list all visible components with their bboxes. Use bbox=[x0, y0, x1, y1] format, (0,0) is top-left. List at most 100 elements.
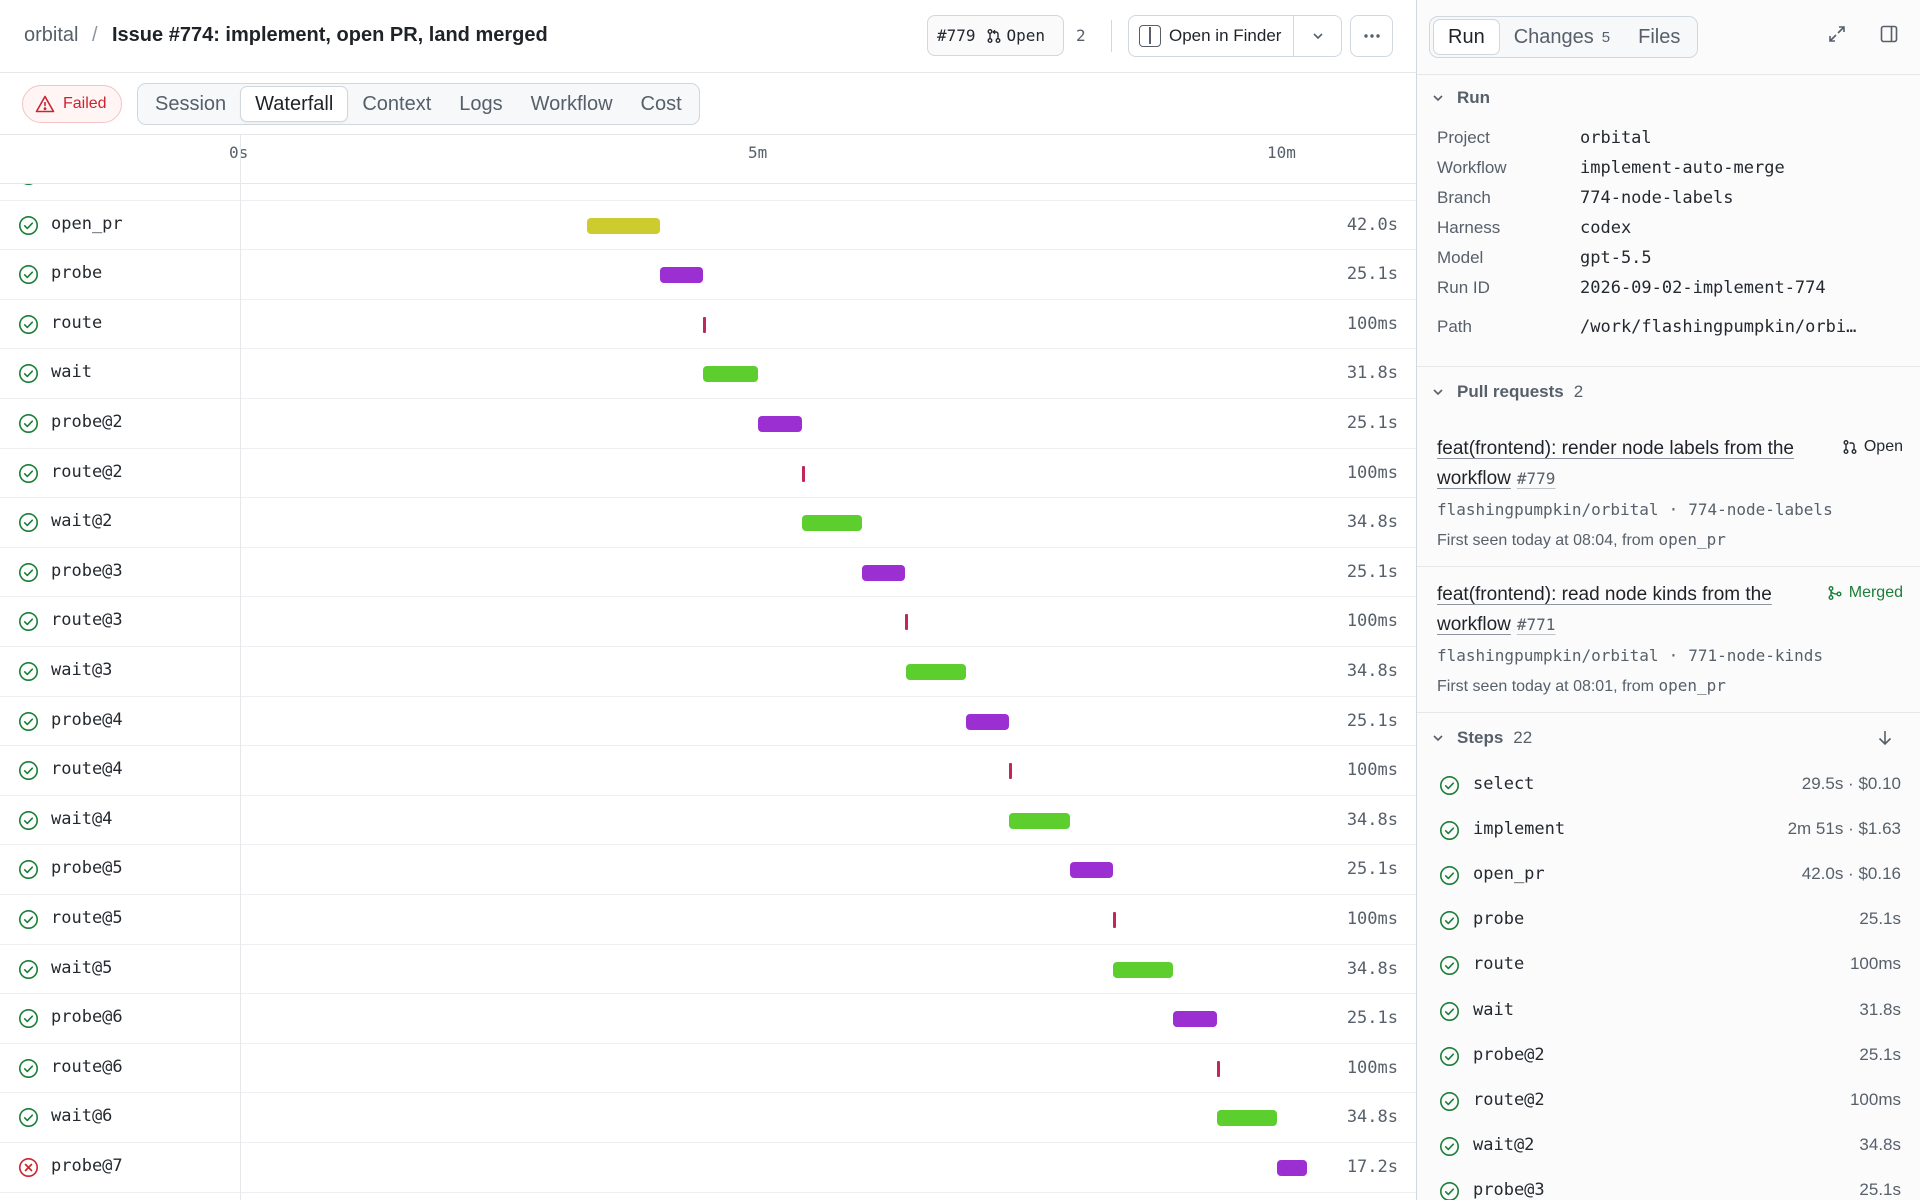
row-bar[interactable] bbox=[1009, 812, 1070, 829]
row-bar[interactable] bbox=[801, 515, 862, 532]
step-row[interactable]: probe@3 25.1s bbox=[1417, 1169, 1920, 1200]
check-circle-icon bbox=[18, 959, 39, 980]
open-in-finder-button[interactable]: Open in Finder bbox=[1129, 16, 1294, 56]
step-row[interactable]: probe 25.1s bbox=[1417, 898, 1920, 943]
pr-branch: 771-node-kinds bbox=[1688, 646, 1824, 665]
row-bar[interactable] bbox=[1112, 912, 1116, 928]
waterfall-row[interactable]: probe 25.1s bbox=[0, 250, 1416, 300]
tab-waterfall[interactable]: Waterfall bbox=[240, 86, 349, 122]
row-bar[interactable] bbox=[1216, 1060, 1220, 1077]
pr-title[interactable]: feat(frontend): read node kinds from the… bbox=[1437, 580, 1817, 640]
axis-tick: 10m bbox=[1267, 143, 1296, 162]
step-row[interactable]: route@2 100ms bbox=[1417, 1079, 1920, 1124]
collapse-panel-icon[interactable] bbox=[1879, 24, 1899, 49]
check-circle-icon bbox=[1439, 1136, 1460, 1157]
pr-number-link[interactable]: #779 bbox=[1516, 469, 1556, 488]
row-bar[interactable] bbox=[861, 564, 906, 581]
waterfall-row[interactable]: wait@4 34.8s bbox=[0, 796, 1416, 846]
waterfall-row[interactable]: probe@7 17.2s bbox=[0, 1143, 1416, 1193]
row-bar[interactable] bbox=[703, 366, 759, 383]
row-bar[interactable] bbox=[659, 267, 703, 284]
row-bar[interactable] bbox=[905, 614, 909, 631]
row-name: probe@2 bbox=[51, 412, 123, 432]
row-duration: 100ms bbox=[1346, 611, 1398, 632]
check-circle-icon bbox=[18, 1008, 39, 1029]
tab-context[interactable]: Context bbox=[362, 92, 432, 115]
row-bar[interactable] bbox=[1069, 862, 1113, 879]
pr-count[interactable]: 2 bbox=[1076, 26, 1086, 45]
waterfall-row[interactable]: route@5 100ms bbox=[0, 895, 1416, 945]
check-circle-icon bbox=[18, 909, 39, 930]
row-duration: 100ms bbox=[1346, 313, 1398, 334]
pr-state-label: Merged bbox=[1848, 584, 1903, 601]
panel-tab-label: Files bbox=[1638, 25, 1681, 48]
waterfall-row[interactable]: route@6 100ms bbox=[0, 1044, 1416, 1094]
panel-tab-changes[interactable]: Changes 5 bbox=[1500, 19, 1624, 55]
row-bar[interactable] bbox=[1173, 1011, 1217, 1028]
row-bar[interactable] bbox=[758, 416, 802, 432]
waterfall-row[interactable]: route@3 100ms bbox=[0, 597, 1416, 647]
row-duration: 34.8s bbox=[1346, 1107, 1398, 1128]
step-row[interactable]: open_pr 42.0s · $0.16 bbox=[1417, 853, 1920, 898]
run-section-header[interactable]: Run bbox=[1431, 88, 1490, 108]
status-badge: Failed bbox=[22, 85, 122, 123]
pr-title[interactable]: feat(frontend): render node labels from … bbox=[1437, 434, 1817, 494]
waterfall-row[interactable]: probe@6 25.1s bbox=[0, 994, 1416, 1044]
waterfall-row[interactable]: route@4 100ms bbox=[0, 746, 1416, 796]
more-options-button[interactable] bbox=[1350, 15, 1393, 57]
check-circle-icon bbox=[18, 1107, 39, 1128]
row-duration: 100ms bbox=[1346, 760, 1398, 781]
steps-section-header[interactable]: Steps 22 bbox=[1431, 728, 1532, 748]
check-circle-icon bbox=[18, 264, 39, 285]
waterfall-row[interactable]: probe@5 25.1s bbox=[0, 845, 1416, 895]
run-field-key: Project bbox=[1437, 128, 1490, 147]
waterfall-row[interactable]: probe@4 25.1s bbox=[0, 697, 1416, 747]
waterfall-row[interactable]: wait@6 34.8s bbox=[0, 1093, 1416, 1143]
step-row[interactable]: probe@2 25.1s bbox=[1417, 1034, 1920, 1079]
pr-seen-step: open_pr bbox=[1658, 676, 1726, 695]
step-row[interactable]: wait@2 34.8s bbox=[1417, 1124, 1920, 1169]
waterfall-row[interactable]: wait 31.8s bbox=[0, 349, 1416, 399]
waterfall-row[interactable]: wait@3 34.8s bbox=[0, 647, 1416, 697]
scroll-to-bottom-icon[interactable] bbox=[1875, 728, 1895, 753]
step-row[interactable]: select 29.5s · $0.10 bbox=[1417, 763, 1920, 808]
pr-status-pill[interactable]: #779 Open bbox=[927, 15, 1064, 56]
row-bar[interactable] bbox=[586, 217, 660, 234]
breadcrumb-project[interactable]: orbital bbox=[24, 24, 79, 46]
tab-workflow[interactable]: Workflow bbox=[530, 92, 613, 115]
pull-requests-section-header[interactable]: Pull requests 2 bbox=[1431, 382, 1583, 402]
waterfall-row[interactable]: wait@5 34.8s bbox=[0, 945, 1416, 995]
run-field-value: 2026-09-02-implement-774 bbox=[1580, 278, 1826, 298]
expand-icon[interactable] bbox=[1827, 24, 1847, 49]
axis-tick: 5m bbox=[748, 143, 768, 162]
waterfall-row[interactable]: route 100ms bbox=[0, 300, 1416, 350]
row-bar[interactable] bbox=[1009, 763, 1013, 780]
waterfall-row[interactable]: route@2 100ms bbox=[0, 449, 1416, 499]
row-bar[interactable] bbox=[801, 465, 805, 482]
pull-requests-count: 2 bbox=[1573, 382, 1584, 401]
panel-tab-run[interactable]: Run bbox=[1433, 19, 1500, 55]
panel-tab-files[interactable]: Files bbox=[1624, 19, 1694, 55]
row-bar[interactable] bbox=[702, 316, 706, 333]
waterfall-row[interactable]: wait@2 34.8s bbox=[0, 498, 1416, 548]
open-in-dropdown-button[interactable] bbox=[1294, 16, 1341, 56]
row-bar[interactable] bbox=[1113, 961, 1174, 978]
step-row[interactable]: wait 31.8s bbox=[1417, 989, 1920, 1034]
step-row[interactable]: implement 2m 51s · $1.63 bbox=[1417, 808, 1920, 853]
tab-cost[interactable]: Cost bbox=[640, 92, 682, 115]
waterfall-row[interactable]: open_pr 42.0s bbox=[0, 201, 1416, 251]
pr-number-link[interactable]: #771 bbox=[1516, 615, 1556, 634]
row-bar[interactable] bbox=[1216, 1110, 1278, 1127]
breadcrumb-separator: / bbox=[92, 24, 98, 46]
row-bar[interactable] bbox=[905, 664, 966, 680]
tab-session[interactable]: Session bbox=[155, 92, 227, 115]
waterfall-row[interactable]: probe@3 25.1s bbox=[0, 548, 1416, 598]
tab-logs[interactable]: Logs bbox=[459, 92, 503, 115]
waterfall-row[interactable]: probe@2 25.1s bbox=[0, 399, 1416, 449]
row-bar[interactable] bbox=[965, 713, 1010, 730]
check-circle-icon bbox=[18, 215, 39, 236]
step-row[interactable]: route 100ms bbox=[1417, 943, 1920, 988]
row-bar[interactable] bbox=[1277, 1160, 1307, 1176]
pr-branch: 774-node-labels bbox=[1688, 500, 1833, 519]
pr-seen-step: open_pr bbox=[1658, 530, 1726, 549]
